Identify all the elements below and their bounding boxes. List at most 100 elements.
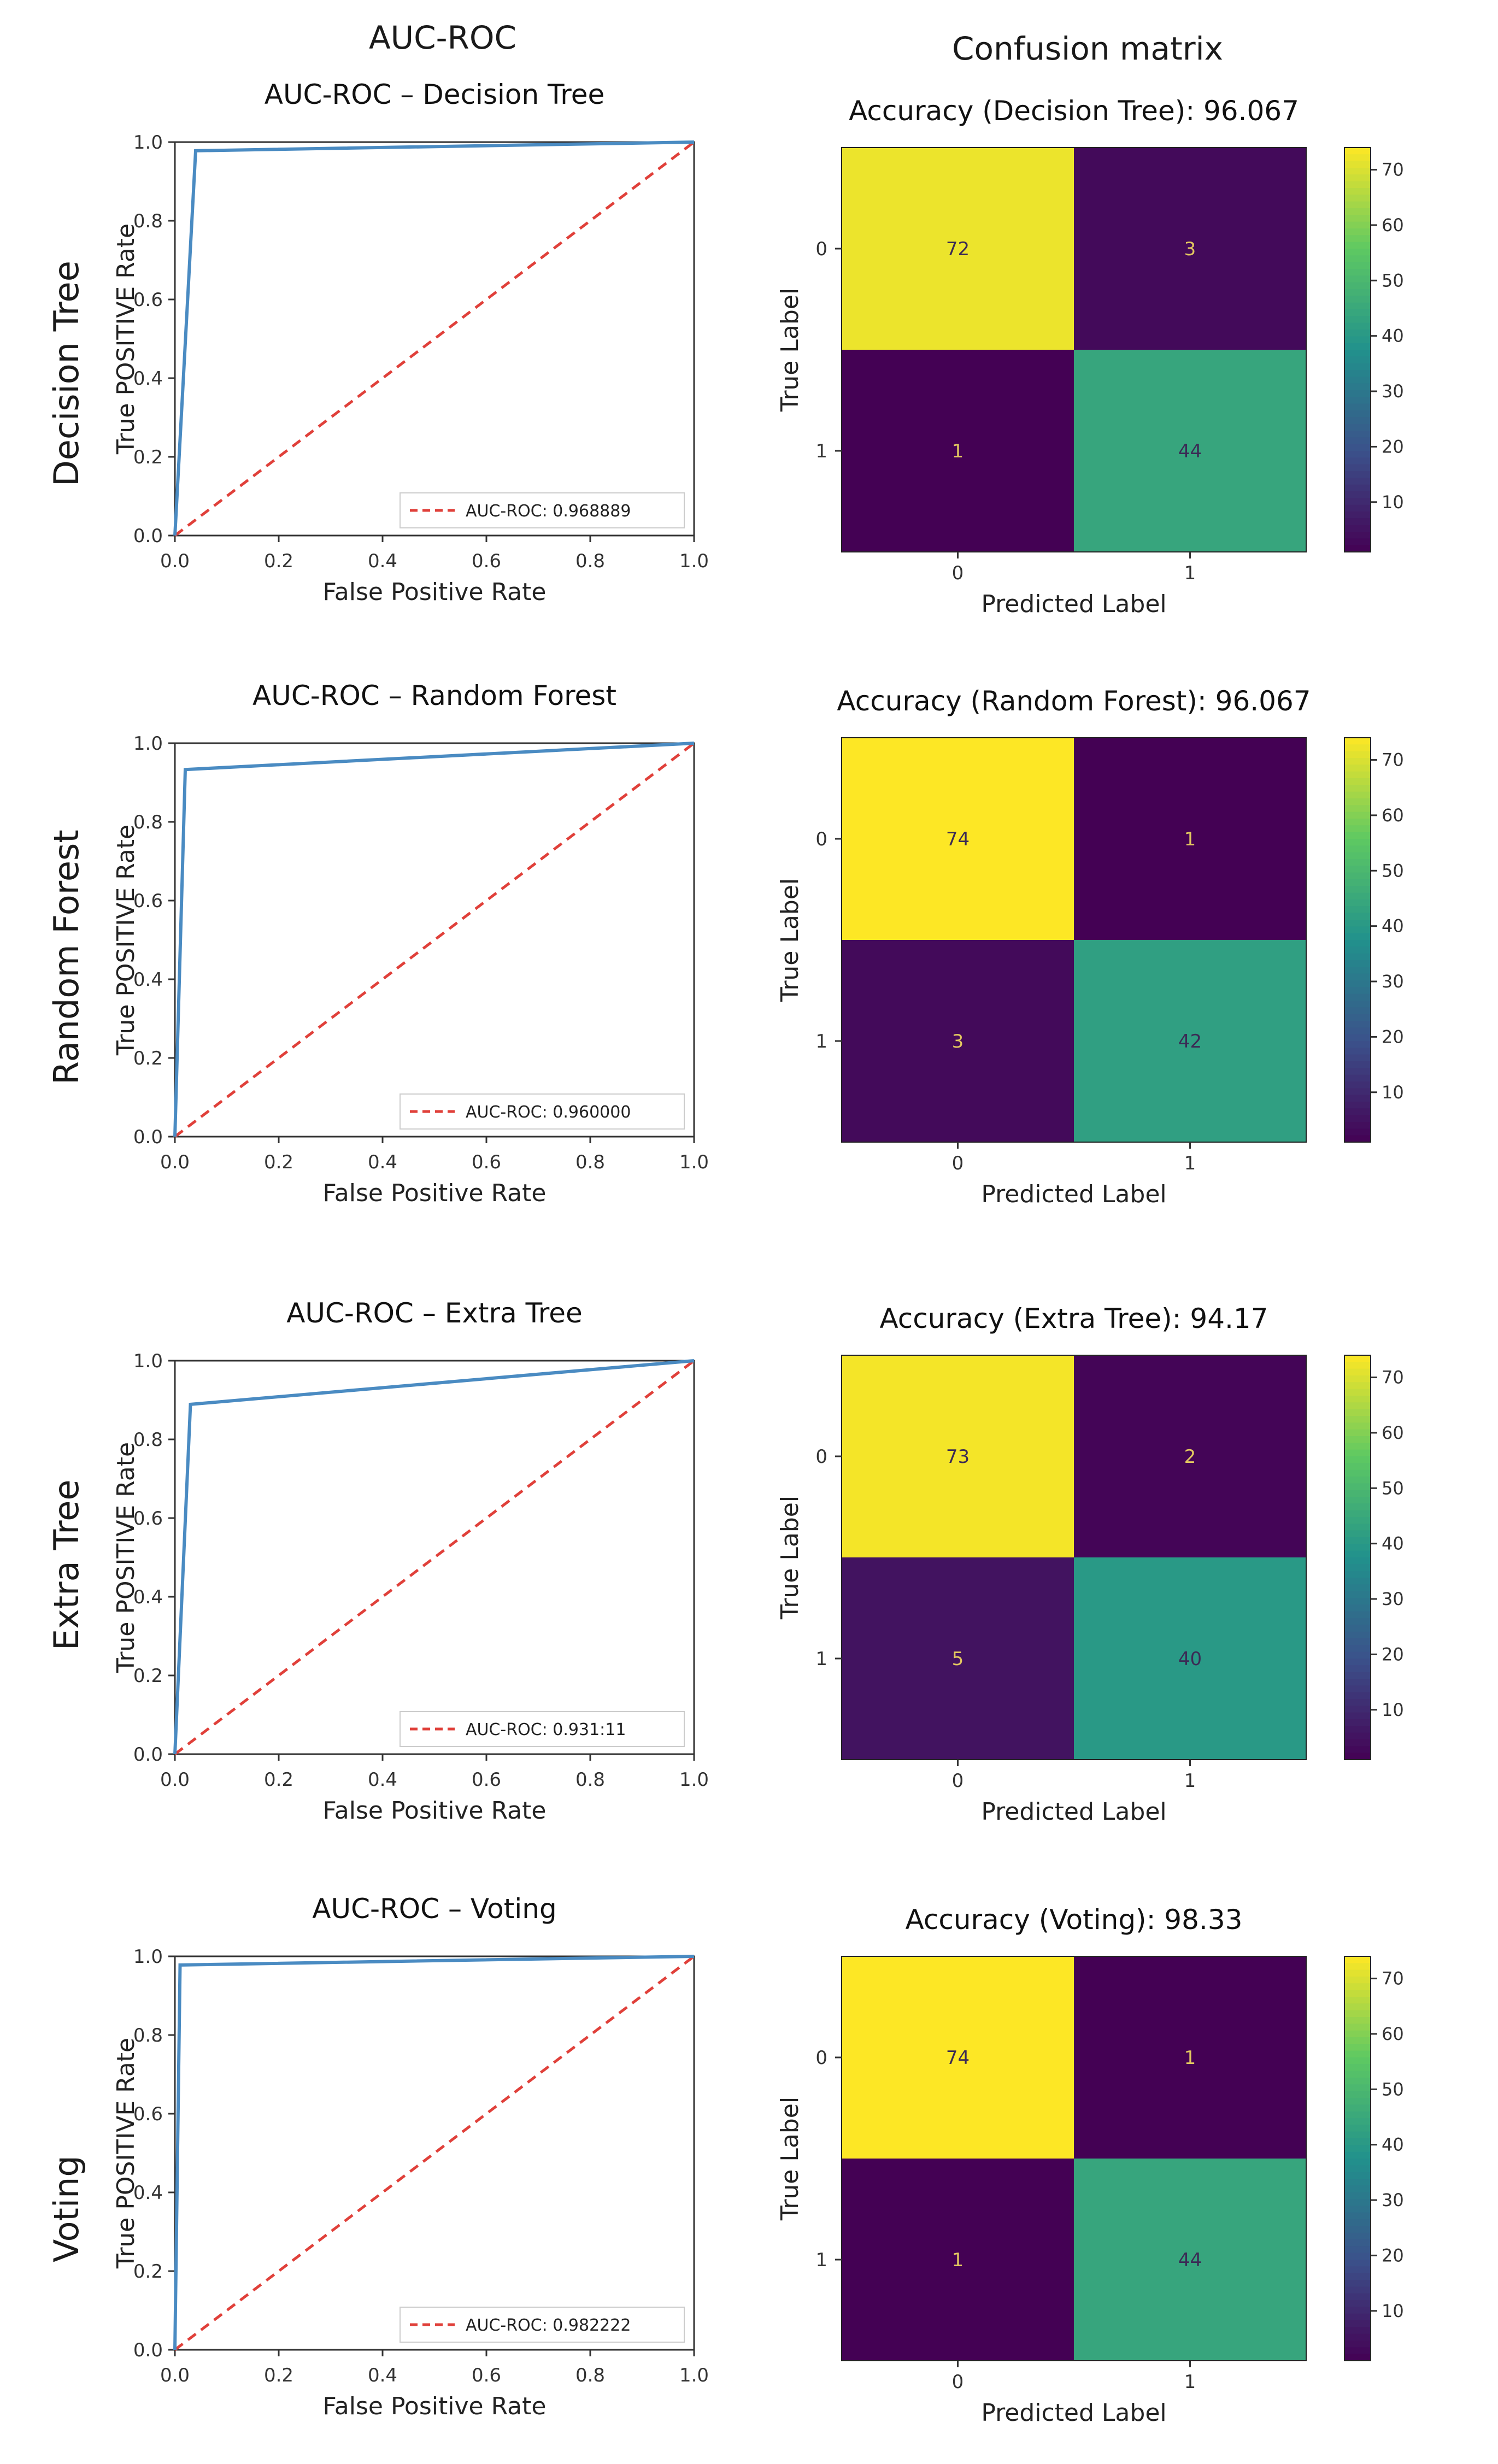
- colorbar-tick-label: 70: [1382, 750, 1404, 771]
- colorbar-frame: [1344, 1956, 1371, 2361]
- colorbar-segment: [1344, 1074, 1371, 1082]
- colorbar-segment: [1344, 2226, 1371, 2233]
- x-tick-label: 0: [952, 1152, 964, 1174]
- y-tick-label: 0.2: [133, 1665, 163, 1687]
- y-tick-label: 0.2: [133, 2261, 163, 2283]
- cell-value: 74: [946, 828, 970, 850]
- matrix-cell: [842, 738, 1074, 940]
- y-tick-label: 0.0: [133, 525, 163, 547]
- chart-title: AUC-ROC – Extra Tree: [286, 1297, 583, 1329]
- colorbar-segment: [1344, 2071, 1371, 2078]
- colorbar-segment: [1344, 1977, 1371, 1984]
- colorbar-segment: [1344, 1997, 1371, 2004]
- colorbar-segment: [1344, 1436, 1371, 1444]
- y-axis-label: True POSITIVE Rate: [112, 224, 140, 455]
- colorbar-segment: [1344, 2064, 1371, 2072]
- colorbar-segment: [1344, 417, 1371, 425]
- colorbar-segment: [1344, 1041, 1371, 1049]
- colorbar-segment: [1344, 1571, 1371, 1578]
- colorbar-tick-label: 70: [1382, 1367, 1404, 1388]
- colorbar-tick-label: 50: [1382, 2079, 1404, 2100]
- colorbar-segment: [1344, 1382, 1371, 1390]
- colorbar-segment: [1344, 1969, 1371, 1977]
- colorbar-segment: [1344, 1651, 1371, 1659]
- colorbar-segment: [1344, 2347, 1371, 2355]
- x-tick-label: 0.8: [575, 2365, 605, 2386]
- colorbar-segment: [1344, 282, 1371, 290]
- y-axis-label: True Label: [776, 1496, 804, 1620]
- colorbar-segment: [1344, 1034, 1371, 1042]
- cell-value: 44: [1178, 2249, 1202, 2271]
- y-tick-label: 0.6: [133, 2103, 163, 2125]
- matrix-cell: [842, 940, 1074, 1142]
- x-axis-label: Predicted Label: [981, 590, 1166, 618]
- x-tick-label: 1.0: [679, 1151, 709, 1173]
- colorbar-segment: [1344, 309, 1371, 317]
- colorbar-tick-label: 30: [1382, 971, 1404, 992]
- colorbar-segment: [1344, 437, 1371, 445]
- colorbar-segment: [1344, 1604, 1371, 1612]
- colorbar-segment: [1344, 940, 1371, 948]
- colorbar-segment: [1344, 839, 1371, 846]
- matrix-cell: [842, 350, 1074, 552]
- colorbar-segment: [1344, 262, 1371, 269]
- colorbar-segment: [1344, 504, 1371, 512]
- x-tick-label: 0.0: [160, 550, 190, 572]
- y-tick-label: 0.0: [133, 1126, 163, 1148]
- colorbar-segment: [1344, 825, 1371, 833]
- y-tick-label: 0.8: [133, 811, 163, 833]
- colorbar-tick-label: 20: [1382, 1026, 1404, 1047]
- colorbar-segment: [1344, 2192, 1371, 2200]
- colorbar-segment: [1344, 2104, 1371, 2112]
- x-tick-label: 0: [952, 2371, 964, 2393]
- y-tick-label: 0: [815, 828, 827, 850]
- y-tick-label: 0.8: [133, 2025, 163, 2047]
- colorbar-segment: [1344, 2138, 1371, 2146]
- cell-value: 3: [1184, 238, 1196, 260]
- colorbar-segment: [1344, 464, 1371, 472]
- cell-value: 44: [1178, 440, 1202, 462]
- row-label-decision-tree: Decision Tree: [46, 261, 86, 486]
- colorbar-segment: [1344, 2165, 1371, 2173]
- matrix-cell: [1074, 940, 1306, 1142]
- colorbar-segment: [1344, 1422, 1371, 1430]
- colorbar-tick-label: 30: [1382, 1589, 1404, 1609]
- colorbar-segment: [1344, 215, 1371, 222]
- colorbar-tick-label: 10: [1382, 1082, 1404, 1103]
- matrix-frame: [841, 147, 1307, 552]
- y-tick-label: 0.8: [133, 1429, 163, 1451]
- x-axis-label: Predicted Label: [981, 1180, 1166, 1208]
- colorbar-segment: [1344, 1537, 1371, 1545]
- x-tick-label: 0.2: [264, 550, 293, 572]
- colorbar-segment: [1344, 1108, 1371, 1116]
- colorbar-segment: [1344, 424, 1371, 431]
- colorbar-tick-label: 10: [1382, 492, 1404, 513]
- colorbar-segment: [1344, 451, 1371, 458]
- colorbar-segment: [1344, 1990, 1371, 1997]
- y-axis-label: True POSITIVE Rate: [112, 1442, 140, 1673]
- colorbar-segment: [1344, 1469, 1371, 1477]
- colorbar-segment: [1344, 872, 1371, 880]
- colorbar-segment: [1344, 235, 1371, 243]
- x-tick-label: 0.6: [472, 550, 501, 572]
- colorbar-segment: [1344, 1409, 1371, 1416]
- colorbar-segment: [1344, 1685, 1371, 1693]
- y-tick-label: 1: [815, 2249, 827, 2271]
- matrix-cell: [1074, 1355, 1306, 1557]
- colorbar-segment: [1344, 1122, 1371, 1130]
- colorbar-segment: [1344, 538, 1371, 546]
- colorbar-segment: [1344, 343, 1371, 350]
- colorbar-segment: [1344, 1550, 1371, 1558]
- colorbar-segment: [1344, 1362, 1371, 1369]
- colorbar-segment: [1344, 2354, 1371, 2361]
- x-axis-label: Predicted Label: [981, 2399, 1166, 2427]
- colorbar-segment: [1344, 1591, 1371, 1598]
- colorbar-segment: [1344, 2340, 1371, 2348]
- colorbar-tick-label: 40: [1382, 1533, 1404, 1554]
- y-tick-label: 0: [815, 2047, 827, 2069]
- x-tick-label: 0.0: [160, 2365, 190, 2386]
- colorbar-segment: [1344, 960, 1371, 968]
- y-tick-label: 1: [815, 440, 827, 462]
- colorbar-segment: [1344, 403, 1371, 411]
